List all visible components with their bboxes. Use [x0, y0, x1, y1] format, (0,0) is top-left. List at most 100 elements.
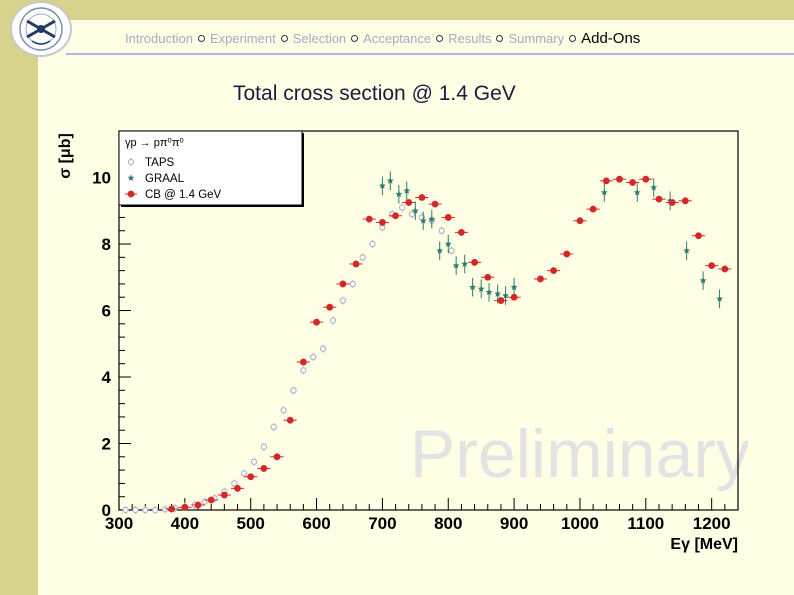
taps-point: [398, 204, 406, 211]
graal-point: [494, 290, 502, 297]
institute-logo: [10, 1, 72, 57]
x-tick-label: 900: [500, 514, 528, 533]
cb-point: [589, 205, 597, 213]
taps-point: [369, 240, 376, 248]
cb-point: [550, 267, 558, 275]
cb-point: [458, 228, 465, 236]
cb-point: [247, 473, 255, 481]
chart-svg: Preliminary 300 400 500 600 700 800 900 1000 1100…: [57, 130, 750, 553]
nav-item-acceptance[interactable]: Acceptance: [363, 30, 432, 46]
taps-point: [142, 506, 149, 514]
nav-item-results[interactable]: Results: [448, 30, 492, 46]
cb-point: [405, 199, 413, 206]
graal-point: [683, 247, 691, 254]
x-tick-label: 700: [368, 514, 396, 533]
logo-emblem-icon: [19, 7, 63, 51]
y-tick-label: 4: [102, 368, 112, 387]
cross-section-chart: Preliminary 300 400 500 600 700 800 900 1000 1100…: [48, 124, 750, 554]
graal-point: [510, 283, 518, 291]
y-tick-label: 2: [102, 435, 111, 454]
nav-item-experiment[interactable]: Experiment: [209, 30, 276, 46]
nav-item-summary[interactable]: Summary: [508, 30, 565, 46]
taps-point: [329, 317, 337, 324]
graal-point: [600, 188, 608, 196]
sidebar-band: [0, 0, 38, 595]
top-band: [0, 0, 794, 20]
cb-point: [220, 491, 228, 499]
y-tick-label: 0: [102, 501, 111, 520]
y-axis-label: σ [μb]: [57, 133, 74, 179]
plot-frame: [118, 130, 739, 511]
graal-point: [452, 262, 460, 269]
taps-point: [270, 423, 277, 431]
slide-title: Total cross section @ 1.4 GeV: [233, 82, 516, 105]
taps-point: [250, 458, 258, 465]
legend-cb-marker: [127, 190, 135, 198]
y-tick-label: 10: [92, 169, 111, 188]
graal-point: [477, 285, 485, 292]
cb-point: [431, 200, 439, 208]
cb-point: [444, 214, 452, 221]
cb-point: [181, 503, 189, 511]
x-tick-label: 300: [105, 514, 133, 533]
graal-point: [502, 291, 509, 299]
taps-point: [240, 470, 248, 477]
cb-point: [260, 465, 268, 472]
taps-point: [359, 254, 366, 261]
cb-point: [273, 453, 281, 461]
graal-point: [419, 217, 427, 224]
x-tick-label: 1000: [561, 514, 599, 533]
taps-point: [310, 353, 317, 361]
cb-point: [471, 258, 478, 266]
legend-box: [118, 130, 303, 206]
cb-point: [537, 275, 544, 283]
cb-point: [313, 318, 320, 326]
navigation-strip: [66, 20, 794, 55]
nav-item-introduction[interactable]: Introduction: [125, 30, 193, 46]
cb-point: [721, 265, 729, 273]
cb-point: [365, 215, 373, 223]
y-tick-label: 8: [102, 235, 111, 254]
nav-item-selection[interactable]: Selection: [292, 30, 347, 46]
cb-point: [418, 194, 426, 201]
cb-point: [642, 175, 650, 183]
x-tick-label: 800: [434, 514, 462, 533]
cb-point: [392, 212, 399, 220]
cb-point: [510, 293, 518, 301]
nav-separator-icon: [496, 34, 504, 42]
x-tick-label: 500: [237, 514, 265, 533]
nav-separator-icon: [280, 34, 288, 42]
cb-point: [194, 501, 202, 509]
cb-point: [339, 280, 347, 288]
graal-point: [699, 277, 707, 284]
watermark-text: Preliminary: [410, 416, 748, 492]
cb-point: [484, 273, 492, 281]
legend-label: TAPS: [145, 157, 175, 169]
cb-point: [299, 358, 307, 366]
cb-point: [563, 250, 571, 258]
graal-point: [378, 182, 386, 189]
nav-separator-icon: [351, 34, 359, 42]
cb-point: [286, 416, 294, 424]
taps-point: [132, 506, 139, 514]
cb-point: [576, 217, 584, 225]
cb-point: [655, 195, 663, 203]
graal-point: [436, 247, 444, 254]
legend-label: GRAAL: [145, 173, 185, 185]
x-tick-label: 400: [171, 514, 199, 533]
cb-point: [695, 232, 702, 240]
cb-point: [681, 197, 689, 205]
legend-reaction: γp → pπ⁰π⁰: [125, 137, 184, 149]
graal-point: [411, 207, 419, 214]
graal-point: [633, 188, 641, 196]
graal-point: [444, 240, 452, 247]
x-tick-label: 1200: [693, 514, 731, 533]
y-tick-label: 6: [102, 302, 111, 321]
nav-item-add-ons[interactable]: Add-Ons: [581, 29, 641, 47]
x-axis-label: Eγ [MeV]: [670, 536, 738, 553]
graal-point: [428, 215, 436, 223]
legend-taps-marker: [127, 158, 135, 166]
cb-point: [668, 199, 676, 206]
taps-point: [152, 506, 159, 514]
cb-point: [602, 177, 610, 185]
